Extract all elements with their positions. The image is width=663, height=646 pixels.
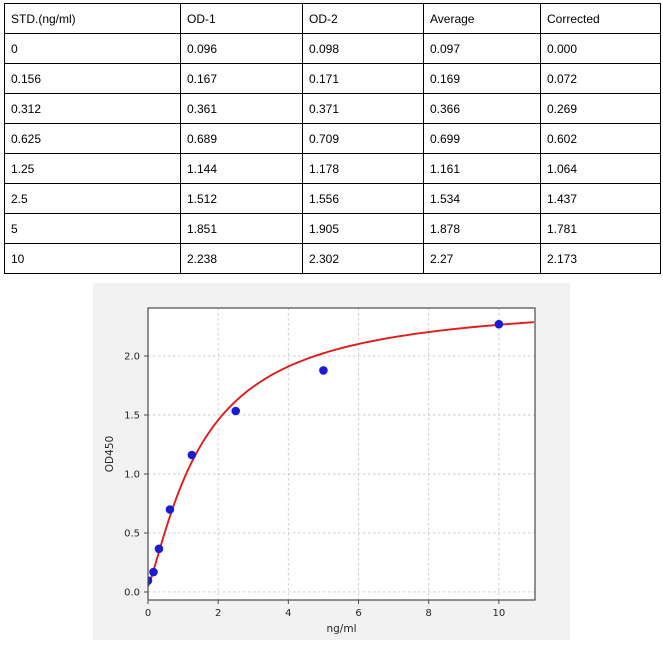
table-cell: 0.625	[4, 123, 181, 154]
table-cell: 0.699	[423, 123, 541, 154]
header-cell: Corrected	[540, 3, 661, 34]
table-cell: 0.171	[302, 63, 424, 94]
x-tick-label: 0	[145, 608, 151, 619]
table-row: 0.625 0.689 0.709 0.699 0.602	[4, 123, 661, 154]
table-cell: 5	[4, 213, 181, 244]
table-cell: 1.556	[302, 183, 424, 214]
table-cell: 1.878	[423, 213, 541, 244]
y-tick-label: 1.0	[124, 469, 140, 480]
x-tick-label: 10	[492, 608, 505, 619]
data-point	[148, 576, 153, 585]
header-cell: OD-2	[302, 3, 424, 34]
table-cell: 0.098	[302, 33, 424, 64]
table-cell: 2.27	[423, 243, 541, 274]
y-tick-label: 2.0	[124, 352, 140, 363]
table-cell: 2.302	[302, 243, 424, 274]
standard-curve-chart: 0 2 4 6 8 10 0.0 0.5 1.0 1.5 2.0 ng/ml OD450	[104, 307, 536, 635]
table-row: 1.25 1.144 1.178 1.161 1.064	[4, 153, 661, 184]
table-cell: 0.312	[4, 93, 181, 124]
x-tick-label: 4	[285, 608, 291, 619]
table-cell: 1.25	[4, 153, 181, 184]
table-cell: 2.5	[4, 183, 181, 214]
table-cell: 0.000	[540, 33, 661, 64]
table-cell: 2.238	[180, 243, 303, 274]
table-row: 0.156 0.167 0.171 0.169 0.072	[4, 63, 661, 94]
data-point	[319, 366, 328, 375]
header-cell: STD.(ng/ml)	[4, 3, 181, 34]
table-cell: 1.178	[302, 153, 424, 184]
table-cell: 0.366	[423, 93, 541, 124]
plot-area	[148, 308, 535, 600]
standard-values-table: STD.(ng/ml) OD-1 OD-2 Average Corrected 0 0.0…	[4, 3, 661, 274]
table-row: 2.5 1.512 1.556 1.534 1.437	[4, 183, 661, 214]
table-cell: 0.689	[180, 123, 303, 154]
table-cell: 0.269	[540, 93, 661, 124]
fit-curve	[148, 321, 535, 587]
table-cell: 0.371	[302, 93, 424, 124]
plot-border	[147, 307, 536, 601]
table-cell: 2.173	[540, 243, 661, 274]
table-cell: 1.144	[180, 153, 303, 184]
data-point	[187, 450, 197, 460]
table-cell: 0.709	[302, 123, 424, 154]
y-tick-label: 0.5	[124, 528, 140, 539]
table-cell: 0.167	[180, 63, 303, 94]
table-cell: 1.781	[540, 213, 661, 244]
table-cell: 1.512	[180, 183, 303, 214]
table-cell: 0.361	[180, 93, 303, 124]
data-point	[165, 505, 175, 514]
table-row: 0 0.096 0.098 0.097 0.000	[4, 33, 661, 64]
table-cell: 0.097	[423, 33, 541, 64]
header-cell: OD-1	[180, 3, 303, 34]
y-axis-label: OD450	[104, 436, 116, 472]
table-cell: 0.072	[540, 63, 661, 94]
table-cell: 10	[4, 243, 181, 274]
table-row: STD.(ng/ml) OD-1 OD-2 Average Corrected	[4, 3, 661, 34]
header-cell: Average	[423, 3, 541, 34]
table-cell: 1.437	[540, 183, 661, 214]
table-row: 0.312 0.361 0.371 0.366 0.269	[4, 93, 661, 124]
data-point	[149, 567, 158, 577]
table-cell: 1.905	[302, 213, 424, 244]
x-axis-label: ng/ml	[326, 623, 356, 635]
x-tick-label: 8	[426, 608, 432, 619]
table-row: 10 2.238 2.302 2.27 2.173	[4, 243, 661, 274]
x-tick-label: 2	[215, 608, 221, 619]
y-tick-label: 1.5	[124, 411, 140, 422]
table-cell: 0.602	[540, 123, 661, 154]
table-header-row: STD.(ng/ml) OD-1 OD-2 Average Corrected	[4, 3, 661, 34]
table-cell: 1.851	[180, 213, 303, 244]
table-cell: 1.161	[423, 153, 541, 184]
data-point	[231, 406, 241, 416]
y-tick-label: 0.0	[124, 587, 140, 598]
x-tick-label: 6	[355, 608, 361, 619]
data-point	[154, 544, 164, 554]
table-cell: 1.534	[423, 183, 541, 214]
table-cell: 0.169	[423, 63, 541, 94]
standard-curve-figure: 0 2 4 6 8 10 0.0 0.5 1.0 1.5 2.0 ng/ml OD450	[93, 283, 570, 640]
table-cell: 0	[4, 33, 181, 64]
table-cell: 0.156	[4, 63, 181, 94]
table-cell: 0.096	[180, 33, 303, 64]
table-cell: 1.064	[540, 153, 661, 184]
table-row: 5 1.851 1.905 1.878 1.781	[4, 213, 661, 244]
table-body: 0 0.096 0.098 0.097 0.000 0.156 0.167 0.171 0.16…	[4, 33, 661, 274]
data-point	[494, 319, 504, 329]
